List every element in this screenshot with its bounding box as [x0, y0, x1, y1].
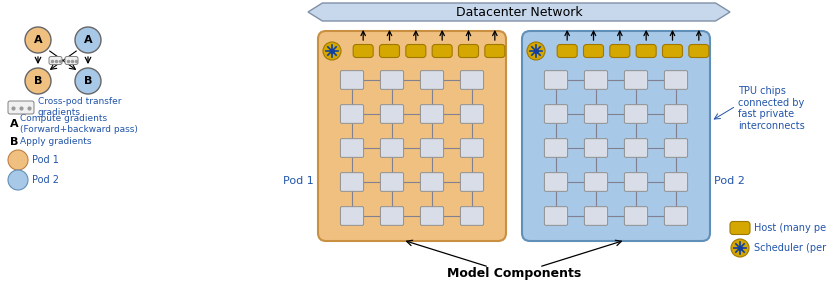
FancyBboxPatch shape — [379, 44, 399, 57]
FancyBboxPatch shape — [340, 105, 363, 123]
Text: Pod 1: Pod 1 — [32, 155, 59, 165]
FancyBboxPatch shape — [663, 139, 686, 157]
FancyBboxPatch shape — [543, 105, 567, 123]
FancyBboxPatch shape — [485, 44, 504, 57]
Circle shape — [75, 27, 101, 53]
FancyBboxPatch shape — [340, 207, 363, 225]
FancyBboxPatch shape — [663, 207, 686, 225]
Circle shape — [323, 42, 341, 60]
FancyBboxPatch shape — [460, 173, 483, 191]
Text: A: A — [34, 35, 42, 45]
FancyBboxPatch shape — [8, 101, 34, 114]
FancyBboxPatch shape — [380, 173, 403, 191]
FancyBboxPatch shape — [460, 207, 483, 225]
FancyBboxPatch shape — [624, 173, 647, 191]
FancyBboxPatch shape — [460, 139, 483, 157]
FancyBboxPatch shape — [420, 173, 443, 191]
Text: A: A — [10, 119, 18, 129]
FancyBboxPatch shape — [543, 207, 567, 225]
Circle shape — [8, 170, 28, 190]
FancyBboxPatch shape — [688, 44, 708, 57]
FancyBboxPatch shape — [624, 207, 647, 225]
FancyBboxPatch shape — [340, 71, 363, 89]
FancyBboxPatch shape — [340, 173, 363, 191]
Circle shape — [730, 239, 748, 257]
FancyBboxPatch shape — [380, 207, 403, 225]
Text: Pod 1: Pod 1 — [283, 176, 313, 186]
FancyBboxPatch shape — [543, 71, 567, 89]
Text: Pod 2: Pod 2 — [713, 176, 744, 186]
FancyBboxPatch shape — [663, 173, 686, 191]
FancyBboxPatch shape — [458, 44, 478, 57]
Text: Scheduler (per Pod): Scheduler (per Pod) — [753, 243, 827, 253]
FancyBboxPatch shape — [405, 44, 425, 57]
FancyBboxPatch shape — [584, 207, 607, 225]
Text: A: A — [84, 35, 92, 45]
Text: TPU chips
connected by
fast private
interconnects: TPU chips connected by fast private inte… — [737, 86, 804, 131]
FancyBboxPatch shape — [663, 71, 686, 89]
Text: Host (many per Pod): Host (many per Pod) — [753, 223, 827, 233]
FancyBboxPatch shape — [460, 71, 483, 89]
Polygon shape — [308, 3, 729, 21]
FancyBboxPatch shape — [663, 105, 686, 123]
Circle shape — [526, 42, 544, 60]
FancyBboxPatch shape — [380, 71, 403, 89]
FancyBboxPatch shape — [609, 44, 629, 57]
FancyBboxPatch shape — [420, 139, 443, 157]
FancyBboxPatch shape — [635, 44, 655, 57]
FancyBboxPatch shape — [432, 44, 452, 57]
Text: B: B — [84, 76, 92, 86]
FancyBboxPatch shape — [521, 31, 709, 241]
FancyBboxPatch shape — [353, 44, 373, 57]
FancyBboxPatch shape — [49, 57, 62, 65]
FancyBboxPatch shape — [380, 139, 403, 157]
FancyBboxPatch shape — [624, 105, 647, 123]
Text: Pod 2: Pod 2 — [32, 175, 59, 185]
FancyBboxPatch shape — [340, 139, 363, 157]
FancyBboxPatch shape — [624, 71, 647, 89]
FancyBboxPatch shape — [65, 57, 78, 65]
FancyBboxPatch shape — [318, 31, 505, 241]
FancyBboxPatch shape — [662, 44, 681, 57]
FancyBboxPatch shape — [584, 173, 607, 191]
Circle shape — [75, 68, 101, 94]
FancyBboxPatch shape — [460, 105, 483, 123]
Circle shape — [25, 27, 51, 53]
FancyBboxPatch shape — [624, 139, 647, 157]
Circle shape — [25, 68, 51, 94]
Circle shape — [8, 150, 28, 170]
FancyBboxPatch shape — [584, 139, 607, 157]
FancyBboxPatch shape — [543, 173, 567, 191]
Text: Compute gradients
(Forward+backward pass): Compute gradients (Forward+backward pass… — [20, 114, 138, 134]
FancyBboxPatch shape — [420, 207, 443, 225]
Text: B: B — [10, 137, 18, 147]
FancyBboxPatch shape — [420, 105, 443, 123]
Text: B: B — [34, 76, 42, 86]
Text: Datacenter Network: Datacenter Network — [455, 6, 581, 18]
Text: Model Components: Model Components — [447, 268, 581, 281]
FancyBboxPatch shape — [420, 71, 443, 89]
Text: Cross-pod transfer
gradients: Cross-pod transfer gradients — [38, 97, 122, 117]
FancyBboxPatch shape — [729, 221, 749, 234]
FancyBboxPatch shape — [380, 105, 403, 123]
FancyBboxPatch shape — [583, 44, 603, 57]
FancyBboxPatch shape — [557, 44, 576, 57]
FancyBboxPatch shape — [543, 139, 567, 157]
Text: Apply gradients: Apply gradients — [20, 138, 92, 147]
FancyBboxPatch shape — [584, 105, 607, 123]
FancyBboxPatch shape — [584, 71, 607, 89]
